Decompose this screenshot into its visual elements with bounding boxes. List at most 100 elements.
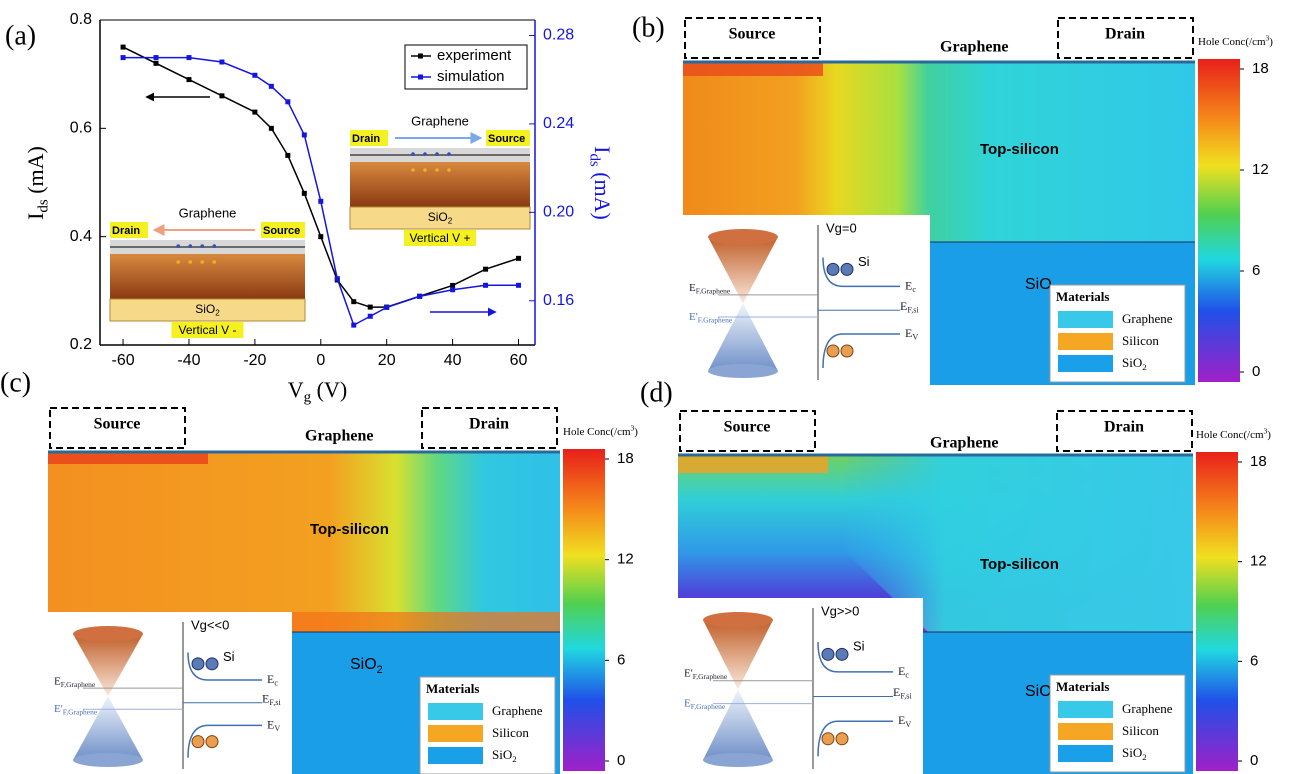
data-point <box>483 283 488 288</box>
data-point <box>351 299 356 304</box>
inset-carrier <box>188 244 192 248</box>
x-tick-label: 20 <box>378 352 396 369</box>
y2-axis-label-part: ds <box>586 153 602 166</box>
band-efp-label-part: E' <box>689 311 698 323</box>
top-silicon-label: Top-silicon <box>310 521 389 538</box>
colorbar-title-part: ) <box>634 426 638 438</box>
data-point <box>318 234 323 239</box>
colorbar-tick-label: 18 <box>1252 60 1269 77</box>
materials-item-part: 2 <box>1142 362 1146 372</box>
source-hot <box>683 62 823 76</box>
band-ec-label-part: E <box>905 278 912 292</box>
band-ef-label-part: E' <box>684 667 693 679</box>
colorbar-tick-label: 0 <box>1252 363 1260 380</box>
data-point <box>450 283 455 288</box>
x-tick-label: 60 <box>510 352 528 369</box>
panel-label: (c) <box>0 367 31 398</box>
inset-carrier <box>176 260 180 264</box>
materials-swatch <box>428 703 483 720</box>
sio2-label-part: SiO <box>350 656 377 673</box>
materials-title: Materials <box>1056 289 1109 304</box>
band-efsi-label-part: E <box>900 299 907 313</box>
materials-swatch <box>1058 723 1113 740</box>
inset-graphene-label: Graphene <box>411 113 469 128</box>
band-si: Si <box>858 254 870 269</box>
y2-tick-label: 0.16 <box>543 292 574 309</box>
band-ec-label-part: E <box>898 664 905 678</box>
band-ev-label-part: V <box>912 332 918 341</box>
y-tick-label: 0.2 <box>70 336 92 353</box>
inset-carrier <box>435 168 439 172</box>
panel-label: (a) <box>5 20 36 51</box>
electron <box>192 658 204 670</box>
inset-source: Source <box>263 225 300 237</box>
colorbar-title: Hole Conc(/cm3) <box>1196 426 1271 440</box>
data-point <box>121 45 126 50</box>
band-ef-label-part: F,Graphene <box>696 286 731 295</box>
y-tick-label: 0.6 <box>70 120 92 137</box>
data-point <box>516 256 521 261</box>
band-efp-label-part: F,Graphene <box>698 315 733 324</box>
inset-sio2-part: 2 <box>215 309 220 318</box>
band-ev-label-part: E <box>898 713 905 727</box>
colorbar <box>1198 59 1240 382</box>
x-tick-label: -40 <box>177 352 200 369</box>
y-axis-label-part: ds <box>36 199 52 212</box>
data-point <box>335 276 340 281</box>
data-point <box>252 110 257 115</box>
panel-label: (b) <box>632 12 665 43</box>
colorbar-title-part: Hole Conc(/cm <box>1198 36 1266 48</box>
y2-axis-label-part: (mA) <box>590 167 615 220</box>
x-axis-label-part: (V) <box>311 377 347 402</box>
cone-top-rim <box>73 626 143 642</box>
band-ef-label-part: F,Graphene <box>61 680 96 689</box>
electron <box>841 263 853 275</box>
data-point <box>368 314 373 319</box>
source-label: Source <box>724 419 771 436</box>
y2-axis-label: Ids (mA) <box>586 146 615 220</box>
data-point <box>186 77 191 82</box>
materials-item-part: 2 <box>512 754 516 764</box>
electron <box>836 648 848 660</box>
colorbar-title-part: Hole Conc(/cm <box>1196 429 1264 441</box>
inset-source: Source <box>488 133 525 145</box>
source-hot <box>48 452 208 464</box>
data-point <box>302 191 307 196</box>
inset-carrier <box>411 168 415 172</box>
band-ev-label-part: V <box>905 720 911 729</box>
cone-bottom-rim <box>73 753 143 767</box>
band-ev-label-part: E <box>905 326 912 340</box>
data-point <box>384 305 389 310</box>
x-tick-label: -60 <box>112 352 135 369</box>
inset-silicon <box>110 254 305 299</box>
inset-gate: Vertical V - <box>178 323 236 337</box>
band-ef-label-part: F,Graphene <box>693 672 728 681</box>
cone-bottom-rim <box>708 364 778 378</box>
colorbar <box>563 449 605 771</box>
data-point <box>285 153 290 158</box>
legend-marker <box>418 75 423 80</box>
band-efp-label-part: E' <box>54 703 63 715</box>
hole <box>841 345 853 357</box>
x-axis-label: Vg (V) <box>288 377 347 406</box>
inset-drain: Drain <box>112 225 140 237</box>
data-point <box>285 99 290 104</box>
inset-carrier <box>176 244 180 248</box>
band-efsi-label-part: F,si <box>900 692 912 701</box>
materials-item: Silicon <box>1122 723 1159 738</box>
hole <box>206 736 218 748</box>
materials-item: Silicon <box>1122 333 1159 348</box>
data-point <box>368 305 373 310</box>
inset-gate: Vertical V + <box>409 231 470 245</box>
data-point <box>252 73 257 78</box>
colorbar <box>1196 452 1238 771</box>
inset-carrier <box>200 260 204 264</box>
band-ev-label-part: V <box>274 724 280 733</box>
data-point <box>417 294 422 299</box>
inset-drain: Drain <box>352 133 380 145</box>
colorbar-tick-label: 18 <box>617 450 634 467</box>
materials-item: Graphene <box>1122 311 1173 326</box>
colorbar-tick-label: 0 <box>1250 752 1258 769</box>
materials-swatch <box>1058 745 1113 762</box>
sio2-label-part: 2 <box>377 664 383 676</box>
